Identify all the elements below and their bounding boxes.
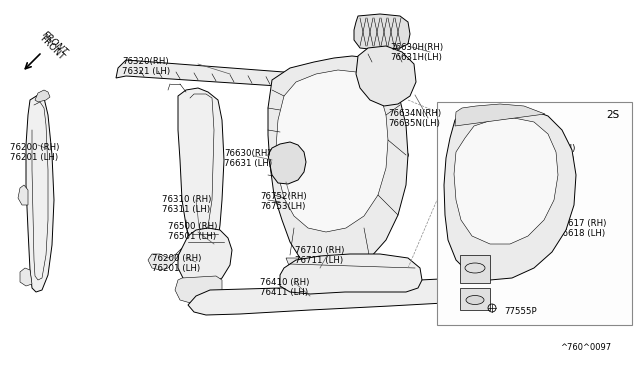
Text: FRONT: FRONT	[40, 30, 69, 57]
Text: 76752(RH)
76753(LH): 76752(RH) 76753(LH)	[260, 192, 307, 211]
Text: ^760^0097: ^760^0097	[560, 343, 611, 352]
Circle shape	[362, 70, 366, 74]
Text: 76410 (RH)
76411 (LH): 76410 (RH) 76411 (LH)	[260, 278, 309, 297]
Polygon shape	[286, 258, 370, 288]
Polygon shape	[280, 254, 422, 294]
Bar	[372, 64, 392, 80]
Polygon shape	[454, 118, 558, 244]
Text: 76630H(RH)
76631H(LH): 76630H(RH) 76631H(LH)	[390, 43, 443, 62]
Polygon shape	[455, 104, 545, 126]
Text: 2S: 2S	[606, 110, 620, 120]
Text: 76630 (RH)
76631 (LH): 76630 (RH) 76631 (LH)	[526, 144, 575, 163]
Polygon shape	[178, 228, 232, 286]
Text: 76617 (RH)
76618 (LH): 76617 (RH) 76618 (LH)	[557, 219, 606, 238]
Text: 76320(RH)
76321 (LH): 76320(RH) 76321 (LH)	[122, 57, 170, 76]
Polygon shape	[188, 278, 476, 315]
Polygon shape	[18, 185, 28, 205]
Polygon shape	[178, 88, 224, 252]
Bar	[460, 288, 490, 310]
Polygon shape	[356, 46, 416, 106]
Text: 76634N(RH)
76635N(LH): 76634N(RH) 76635N(LH)	[388, 109, 441, 128]
Polygon shape	[276, 70, 388, 232]
Text: 76710 (RH)
76711 (LH): 76710 (RH) 76711 (LH)	[295, 246, 344, 265]
Text: 76200 (RH)
76201 (LH): 76200 (RH) 76201 (LH)	[152, 254, 202, 273]
Polygon shape	[175, 276, 222, 304]
Circle shape	[380, 56, 384, 60]
Polygon shape	[26, 95, 54, 292]
Text: FRONT: FRONT	[38, 34, 65, 62]
Circle shape	[398, 70, 402, 74]
Polygon shape	[268, 56, 408, 272]
Text: 76630(RH)
76631 (LH): 76630(RH) 76631 (LH)	[224, 149, 272, 169]
Bar	[437, 102, 632, 325]
Polygon shape	[116, 60, 318, 88]
Polygon shape	[148, 248, 182, 270]
Text: 76200 (RH)
76201 (LH): 76200 (RH) 76201 (LH)	[10, 143, 60, 163]
Polygon shape	[35, 90, 50, 102]
Polygon shape	[318, 62, 352, 82]
Polygon shape	[268, 142, 306, 184]
Text: 76500 (RH)
76501 (LH): 76500 (RH) 76501 (LH)	[168, 222, 218, 241]
Polygon shape	[354, 14, 410, 50]
Bar	[460, 255, 490, 283]
Ellipse shape	[466, 295, 484, 305]
Text: 77555P: 77555P	[504, 307, 536, 316]
Polygon shape	[444, 106, 576, 280]
Circle shape	[382, 29, 388, 35]
Text: 76310 (RH)
76311 (LH): 76310 (RH) 76311 (LH)	[162, 195, 211, 214]
Polygon shape	[20, 268, 32, 286]
